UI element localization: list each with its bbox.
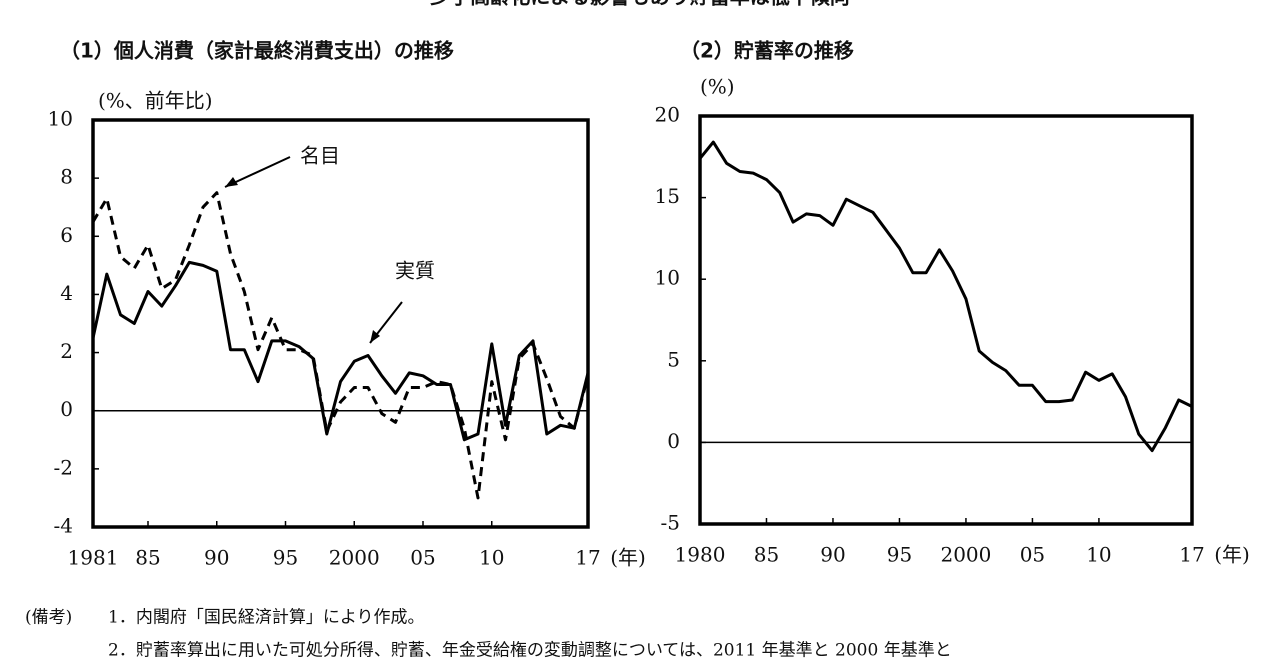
y-tick-label: 0 bbox=[60, 397, 73, 421]
x-tick-label: 17 bbox=[1179, 543, 1204, 567]
series-line bbox=[91, 191, 590, 500]
x-tick-label: 85 bbox=[135, 546, 160, 570]
x-axis-label: (年) bbox=[610, 546, 646, 570]
x-tick-label: 10 bbox=[479, 546, 504, 570]
y-axis-label: (%) bbox=[700, 75, 735, 99]
y-tick-label: -5 bbox=[661, 511, 680, 535]
y-tick-label: 8 bbox=[60, 165, 73, 189]
x-axis-label: (年) bbox=[1214, 543, 1250, 567]
note: 2．貯蓄率算出に用いた可処分所得、貯蓄、年金受給権の変動調整については、2011… bbox=[108, 641, 952, 661]
x-tick-label: 90 bbox=[820, 543, 845, 567]
x-tick-label: 10 bbox=[1086, 543, 1111, 567]
arrow-head bbox=[225, 177, 238, 187]
chart-title: （2）貯蓄率の推移 bbox=[680, 39, 854, 63]
series-line bbox=[91, 260, 590, 442]
x-tick-label: 2000 bbox=[940, 543, 991, 567]
x-tick-label: 95 bbox=[273, 546, 298, 570]
y-tick-label: 10 bbox=[48, 107, 73, 131]
y-tick-label: 5 bbox=[667, 347, 680, 371]
y-tick-label: -2 bbox=[54, 455, 73, 479]
series-label: 名目 bbox=[300, 144, 340, 168]
y-tick-label: 15 bbox=[655, 184, 680, 208]
plot-frame bbox=[698, 114, 1194, 526]
x-tick-label: 95 bbox=[887, 543, 912, 567]
series-line bbox=[698, 140, 1193, 453]
x-tick-label: 05 bbox=[1020, 543, 1045, 567]
x-tick-label: 85 bbox=[754, 543, 779, 567]
y-tick-label: 20 bbox=[655, 103, 680, 127]
plot-frame bbox=[91, 118, 590, 529]
x-tick-label: 2000 bbox=[329, 546, 380, 570]
y-tick-label: 4 bbox=[60, 281, 73, 305]
x-tick-label: 05 bbox=[410, 546, 435, 570]
x-tick-label: 1981 bbox=[68, 546, 119, 570]
x-tick-label: 90 bbox=[204, 546, 229, 570]
y-tick-label: -4 bbox=[54, 514, 73, 538]
x-tick-label: 17 bbox=[575, 546, 600, 570]
arrow-head bbox=[370, 330, 380, 343]
note: 1．内閣府「国民経済計算」により作成。 bbox=[108, 608, 424, 628]
y-tick-label: 10 bbox=[655, 266, 680, 290]
chart-title: （1）個人消費（家計最終消費支出）の推移 bbox=[60, 39, 454, 63]
y-tick-label: 6 bbox=[60, 223, 73, 247]
figure-title: 少子高齢化による影響もあり貯蓄率は低下傾向 bbox=[429, 0, 849, 9]
y-tick-label: 2 bbox=[60, 339, 73, 363]
y-axis-label: (%、前年比) bbox=[98, 89, 213, 113]
series-label: 実質 bbox=[395, 259, 435, 283]
notes-head: (備考) bbox=[25, 608, 72, 628]
x-tick-label: 1980 bbox=[675, 543, 726, 567]
y-tick-label: 0 bbox=[667, 429, 680, 453]
